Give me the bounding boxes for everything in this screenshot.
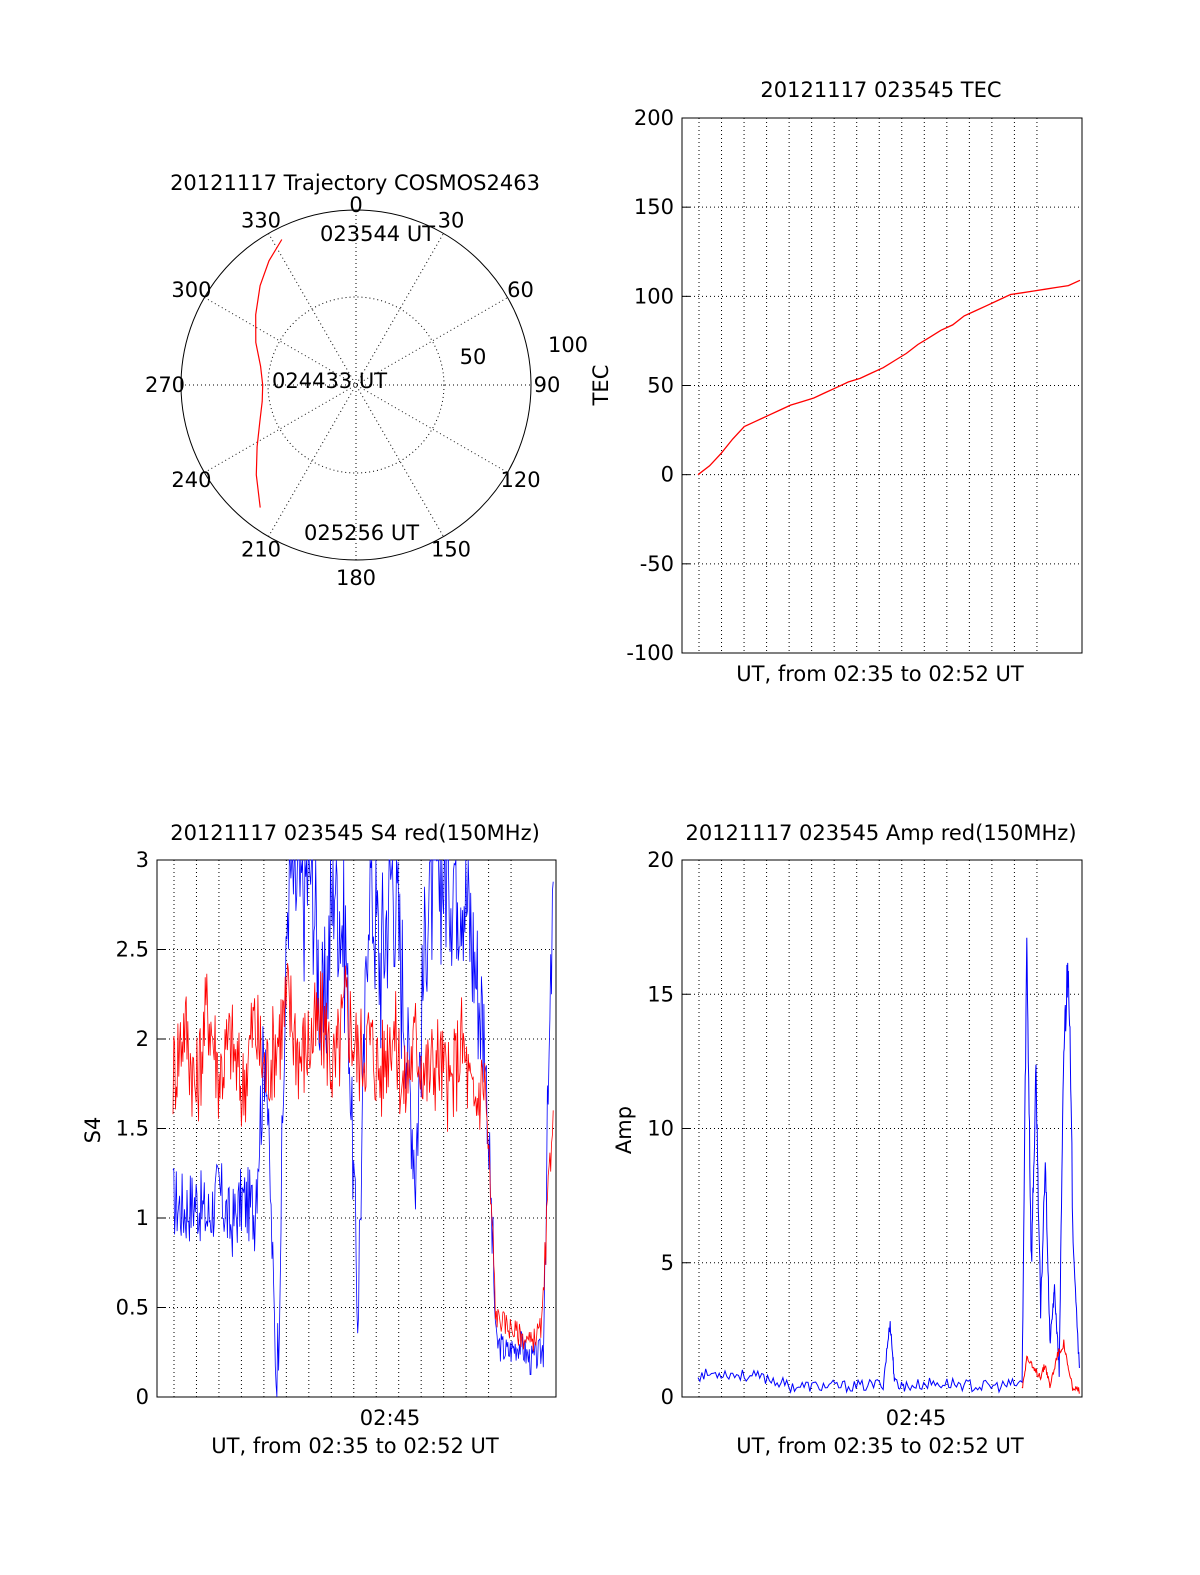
tec-x-axis-label: UT, from 02:35 to 02:52 UT <box>736 662 1024 686</box>
amp-x-axis-label: UT, from 02:35 to 02:52 UT <box>736 1434 1024 1458</box>
y-tick-label: 1 <box>136 1206 149 1230</box>
polar-azimuth-label: 300 <box>171 278 211 302</box>
tec-panel: 20121117 023545 TEC 200150100500-50-100 … <box>589 78 1083 686</box>
tec-y-axis-label: TEC <box>589 365 613 407</box>
tec-y-ticks: 200 150 100 50 0 -50 -100 <box>626 106 690 665</box>
y-tick-label: 20 <box>647 848 674 872</box>
y-tick-label: 3 <box>136 848 149 872</box>
polar-azimuth-label: 330 <box>241 208 281 232</box>
polar-title: 20121117 Trajectory COSMOS2463 <box>170 171 540 195</box>
s4-y-axis-label: S4 <box>81 1117 105 1144</box>
polar-panel: 20121117 Trajectory COSMOS2463 0 30 60 90 12… <box>145 171 588 590</box>
polar-azimuth-label: 270 <box>145 373 185 397</box>
s4-y-ticks: 3 2.5 2 1.5 1 0.5 0 <box>116 848 165 1409</box>
s4-grid <box>157 860 556 1397</box>
amp-y-axis-label: Amp <box>612 1106 636 1154</box>
polar-inner-circle <box>267 296 445 474</box>
y-tick-label: 150 <box>634 195 674 219</box>
polar-azimuth-label: 150 <box>431 538 471 562</box>
y-tick-label: 1.5 <box>116 1117 149 1141</box>
s4-title: 20121117 023545 S4 red(150MHz) <box>170 821 540 845</box>
y-tick-label: -100 <box>626 641 674 665</box>
polar-radial-label-50: 50 <box>460 345 487 369</box>
amp-y-ticks: 20 15 10 5 0 <box>647 848 690 1409</box>
polar-azimuth-label: 210 <box>241 538 281 562</box>
y-tick-label: 0 <box>661 1385 674 1409</box>
amp-grid <box>682 860 1082 1397</box>
s4-panel: 20121117 023545 S4 red(150MHz) 3 2.5 2 1.5 1… <box>81 821 557 1458</box>
tec-grid <box>682 118 1082 653</box>
amp-red-series-line <box>1021 1339 1080 1394</box>
s4-red-series-line <box>172 962 554 1352</box>
amp-series <box>697 937 1080 1394</box>
polar-azimuth-label: 240 <box>171 468 211 492</box>
polar-azimuth-label: 120 <box>500 468 540 492</box>
y-tick-label: 0 <box>136 1385 149 1409</box>
y-tick-label: 5 <box>661 1251 674 1275</box>
annotation-mid: 024433 UT <box>272 369 387 393</box>
s4-blue-series-line <box>172 859 554 1398</box>
y-tick-label: 0 <box>661 463 674 487</box>
annotation-end: 025256 UT <box>304 521 419 545</box>
polar-azimuth-labels: 0 30 60 90 120 150 180 210 240 270 300 330 <box>145 193 560 590</box>
y-tick-label: 2 <box>136 1027 149 1051</box>
y-tick-label: 100 <box>634 284 674 308</box>
y-tick-label: 200 <box>634 106 674 130</box>
s4-x-axis-label: UT, from 02:35 to 02:52 UT <box>211 1434 499 1458</box>
s4-series <box>172 859 554 1398</box>
y-tick-label: 10 <box>647 1117 674 1141</box>
y-tick-label: 50 <box>647 374 674 398</box>
amp-title: 20121117 023545 Amp red(150MHz) <box>685 821 1076 845</box>
polar-azimuth-label: 90 <box>534 373 561 397</box>
y-tick-label: 2.5 <box>116 938 149 962</box>
amp-x-tick-0245: 02:45 <box>886 1406 947 1430</box>
tec-title: 20121117 023545 TEC <box>760 78 1001 102</box>
polar-azimuth-label: 30 <box>438 208 465 232</box>
polar-azimuth-label: 0 <box>349 193 362 217</box>
polar-azimuth-label: 60 <box>507 278 534 302</box>
tec-series-line <box>697 279 1081 476</box>
amp-blue-series-line <box>697 937 1080 1394</box>
polar-azimuth-label: 180 <box>336 566 376 590</box>
trajectory-line <box>255 239 283 508</box>
amp-panel: 20121117 023545 Amp red(150MHz) 20 15 10 5 0… <box>612 821 1083 1458</box>
y-tick-label: 0.5 <box>116 1296 149 1320</box>
s4-plot-frame <box>156 859 557 1398</box>
y-tick-label: 15 <box>647 982 674 1006</box>
y-tick-label: -50 <box>640 552 674 576</box>
s4-x-tick-0245: 02:45 <box>360 1406 421 1430</box>
annotation-start: 023544 UT <box>320 222 435 246</box>
polar-radial-label-100: 100 <box>548 333 588 357</box>
